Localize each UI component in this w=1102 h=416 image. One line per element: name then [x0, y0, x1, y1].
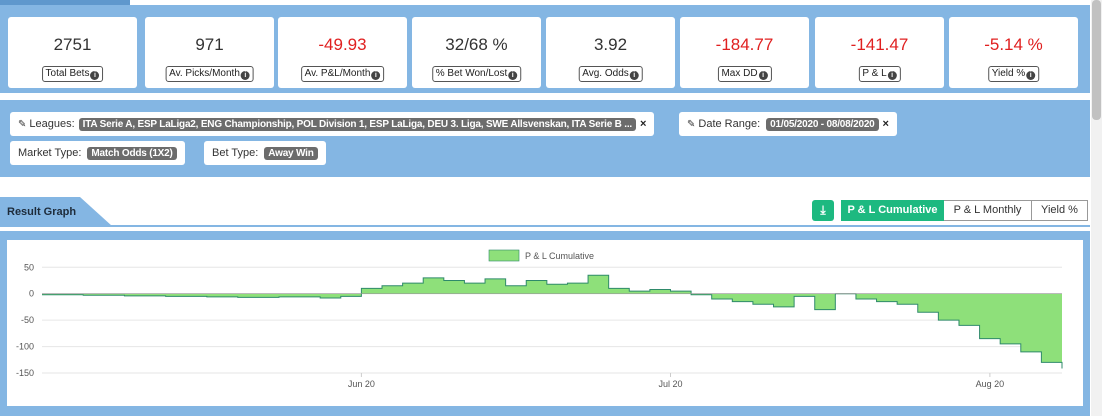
stat-value: -49.93 [318, 35, 367, 54]
legend-swatch [488, 249, 520, 262]
stat-card: 32/68 % % Bet Won/Lost i [412, 17, 541, 88]
info-icon: i [887, 71, 897, 80]
result-graph-title: Result Graph [7, 206, 77, 218]
info-icon: i [629, 71, 639, 80]
y-tick-label: 50 [24, 262, 34, 272]
stat-label[interactable]: Av. Picks/Month i [165, 66, 254, 82]
x-tick-label: Jun 20 [348, 379, 375, 389]
download-button[interactable]: ⤓ [812, 200, 834, 221]
stat-label-text: % Bet Won/Lost [435, 68, 508, 79]
stat-label[interactable]: Max DD i [717, 66, 772, 82]
stat-value: -5.14 % [984, 35, 1043, 54]
stat-label[interactable]: Avg. Odds i [578, 66, 643, 82]
filter-leagues-label: Leagues: [29, 118, 75, 130]
stat-label[interactable]: Total Bets i [41, 66, 104, 82]
stat-value: 2751 [53, 35, 92, 54]
filter-market-type[interactable]: Market Type: Match Odds (1X2) [10, 141, 185, 165]
top-tab-marker [0, 0, 130, 5]
stat-value: -141.47 [850, 35, 909, 54]
tab-yield[interactable]: Yield % [1032, 200, 1088, 221]
info-icon: i [508, 71, 518, 80]
result-graph-tab: Result Graph [0, 197, 112, 226]
download-icon: ⤓ [820, 203, 826, 217]
pencil-icon: ✎ [687, 118, 696, 130]
stat-card: 971 Av. Picks/Month i [145, 17, 274, 88]
filter-market-value: Match Odds (1X2) [87, 146, 177, 160]
stat-card: -184.77 Max DD i [680, 17, 809, 88]
stat-label-text: Yield % [991, 68, 1026, 79]
result-divider [0, 225, 1090, 227]
pl-chart-svg: 50 0 -50 -100 -150 Jun 20 Jul 20 Aug 20 P & L Cu… [16, 249, 1063, 389]
stat-label-text: Total Bets [45, 68, 90, 79]
page-scrollbar[interactable] [1091, 0, 1102, 416]
stat-card: -49.93 Av. P&L/Month i [278, 17, 407, 88]
stat-label-text: Max DD [721, 68, 758, 79]
scroll-thumb[interactable] [1092, 0, 1101, 120]
info-icon: i [240, 71, 250, 80]
filter-leagues-value: ITA Serie A, ESP LaLiga2, ENG Championsh… [78, 117, 636, 131]
filter-bet-value: Away Win [264, 146, 318, 160]
filter-leagues[interactable]: ✎ Leagues: ITA Serie A, ESP LaLiga2, ENG… [10, 112, 655, 136]
stat-value: 3.92 [593, 35, 628, 54]
filter-date-value: 01/05/2020 - 08/08/2020 [766, 117, 879, 131]
x-tick-label: Aug 20 [976, 379, 1005, 389]
stat-label[interactable]: Yield % i [987, 66, 1040, 82]
remove-leagues-icon[interactable]: × [640, 118, 647, 130]
y-tick-label: -150 [16, 368, 34, 378]
info-icon: i [371, 71, 381, 80]
stat-label[interactable]: % Bet Won/Lost i [431, 66, 522, 82]
series-area-pl-cumulative [42, 275, 1062, 369]
stats-band: 2751 Total Bets i 971 Av. Picks/Month i -49.93… [0, 5, 1090, 93]
filter-date-label: Date Range: [698, 118, 761, 130]
stat-label[interactable]: Av. P&L/Month i [300, 66, 385, 82]
filter-bet-label: Bet Type: [212, 147, 259, 159]
stat-card: 2751 Total Bets i [8, 17, 137, 88]
tab-pl-monthly[interactable]: P & L Monthly [944, 200, 1032, 221]
filter-date-range[interactable]: ✎ Date Range: 01/05/2020 - 08/08/2020 × [679, 112, 897, 136]
stat-value: -184.77 [715, 35, 774, 54]
stat-card: 3.92 Avg. Odds i [546, 17, 675, 88]
y-tick-label: 0 [29, 289, 34, 299]
stat-label-text: Av. Picks/Month [169, 68, 240, 79]
x-tick-label: Jul 20 [658, 379, 682, 389]
info-icon: i [1026, 71, 1036, 80]
stat-card: -5.14 % Yield % i [949, 17, 1078, 88]
pencil-icon: ✎ [18, 118, 27, 130]
stat-value: 32/68 % [445, 35, 508, 54]
remove-date-icon[interactable]: × [882, 118, 889, 130]
stat-label-text: Avg. Odds [582, 68, 629, 79]
legend-label: P & L Cumulative [525, 251, 594, 261]
series-line-pl-cumulative [42, 274, 1063, 369]
stat-label-text: P & L [862, 68, 887, 79]
stat-label-text: Av. P&L/Month [304, 68, 371, 79]
y-tick-label: -50 [21, 315, 34, 325]
y-tick-label: -100 [16, 342, 34, 352]
tab-pl-cumulative[interactable]: P & L Cumulative [841, 200, 944, 221]
filters-bar: ✎ Leagues: ITA Serie A, ESP LaLiga2, ENG… [0, 100, 1090, 177]
filter-bet-type[interactable]: Bet Type: Away Win [204, 141, 326, 165]
pl-chart: 50 0 -50 -100 -150 Jun 20 Jul 20 Aug 20 P & L Cu… [7, 240, 1083, 406]
info-icon: i [90, 71, 100, 80]
stat-value: 971 [195, 35, 224, 54]
info-icon: i [758, 71, 768, 80]
filter-market-label: Market Type: [18, 147, 82, 159]
